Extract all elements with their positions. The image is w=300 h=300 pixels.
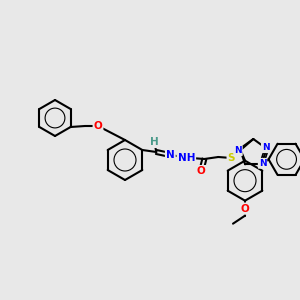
Text: O: O	[94, 121, 102, 131]
Text: N: N	[259, 159, 266, 168]
Text: N: N	[234, 146, 242, 155]
Text: O: O	[197, 166, 206, 176]
Text: NH: NH	[178, 153, 195, 163]
Text: N: N	[166, 150, 175, 160]
Text: H: H	[150, 137, 159, 147]
Text: H: H	[179, 152, 188, 162]
Text: N: N	[262, 143, 269, 152]
Text: O: O	[241, 204, 249, 214]
Text: S: S	[228, 153, 235, 163]
